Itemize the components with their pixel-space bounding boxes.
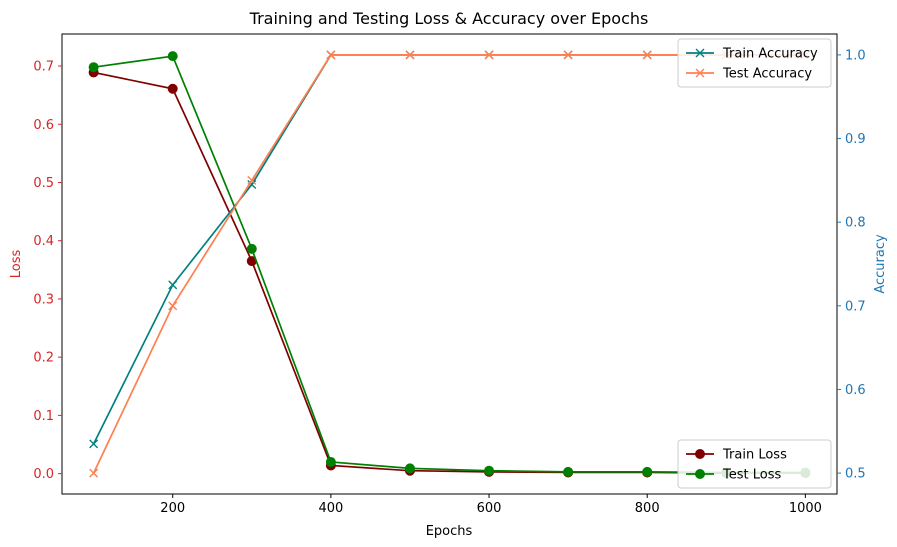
legend-marker-train-loss <box>695 449 705 459</box>
y-axis-label-accuracy: Accuracy <box>873 234 888 294</box>
loss-tick-label: 0.6 <box>33 118 54 133</box>
test-loss-point <box>325 456 336 467</box>
accuracy-tick-label: 0.7 <box>845 299 866 314</box>
test-accuracy-point <box>484 50 494 60</box>
test-loss-point <box>642 466 653 477</box>
x-tick-label: 200 <box>160 501 185 516</box>
test-accuracy-point <box>642 50 652 60</box>
test-accuracy-point <box>326 50 336 60</box>
train-accuracy-line <box>92 54 806 445</box>
loss-tick-label: 0.2 <box>33 351 54 366</box>
legend-box <box>677 439 832 489</box>
x-axis-label: Epochs <box>426 524 473 539</box>
loss-tick-label: 0.7 <box>33 60 54 75</box>
legend-label-test-accuracy: Test Accuracy <box>722 67 812 82</box>
accuracy-tick-label: 0.8 <box>845 216 866 231</box>
test-accuracy-point <box>168 301 178 311</box>
legend-label-test-loss: Test Loss <box>722 468 781 483</box>
legend-marker-test-loss <box>695 469 705 479</box>
accuracy-tick-label: 0.5 <box>845 467 866 482</box>
test-accuracy-point <box>247 175 257 185</box>
loss-tick-label: 0.0 <box>33 467 54 482</box>
test-loss-point <box>167 51 178 62</box>
chart-title: Training and Testing Loss & Accuracy ove… <box>249 9 649 28</box>
loss-tick-label: 0.4 <box>33 234 54 249</box>
x-tick-label: 400 <box>318 501 343 516</box>
train-accuracy-point <box>89 439 99 449</box>
train-accuracy-point <box>168 280 178 290</box>
legend-top-right: Train Accuracy Test Accuracy <box>677 38 832 88</box>
loss-tick-label: 0.3 <box>33 292 54 307</box>
accuracy-tick-label: 1.0 <box>845 48 866 63</box>
x-tick-label: 1000 <box>789 501 822 516</box>
legend-box <box>677 38 832 88</box>
test-loss-point <box>563 466 574 477</box>
plot-area: 200 400 600 800 1000 0.0 0.1 0.2 0.3 0.4 0.5 0.6 0.7… <box>33 33 866 516</box>
x-tick-label: 600 <box>477 501 502 516</box>
test-loss-point <box>246 243 257 254</box>
test-loss-point <box>404 463 415 474</box>
test-accuracy-line <box>92 54 806 474</box>
test-loss-point <box>88 62 99 73</box>
test-loss-point <box>484 465 495 476</box>
test-accuracy-point <box>563 50 573 60</box>
plot-frame <box>61 33 838 495</box>
accuracy-tick-label: 0.9 <box>845 132 866 147</box>
legend-marker-train-accuracy <box>695 48 705 58</box>
legend-bottom-right: Train Loss Test Loss <box>677 439 832 489</box>
test-loss-line <box>93 55 806 474</box>
legend-label-train-accuracy: Train Accuracy <box>722 47 818 62</box>
loss-tick-label: 0.5 <box>33 176 54 191</box>
x-tick-label: 800 <box>635 501 660 516</box>
accuracy-tick-label: 0.6 <box>845 383 866 398</box>
test-accuracy-point <box>405 50 415 60</box>
legend-marker-test-accuracy <box>695 68 705 78</box>
legend-label-train-loss: Train Loss <box>722 448 787 463</box>
train-loss-line <box>93 71 806 474</box>
y-axis-label-loss: Loss <box>9 250 24 279</box>
test-accuracy-point <box>89 468 99 478</box>
train-accuracy-point <box>247 180 257 190</box>
train-loss-point <box>167 83 178 94</box>
loss-tick-label: 0.1 <box>33 409 54 424</box>
